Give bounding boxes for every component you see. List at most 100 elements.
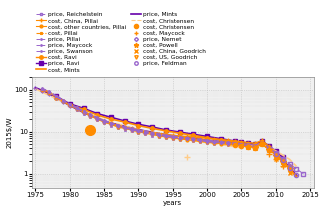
cost, Mints [198, 139, 202, 141]
price, Maycock [109, 122, 113, 124]
price, Pillai [88, 113, 92, 116]
price, Swanson [191, 139, 195, 141]
price, Swanson [82, 111, 85, 113]
cost, other countries, Pillai [40, 88, 44, 91]
cost, Christensen pts [246, 146, 250, 148]
price, Pillai [178, 136, 181, 138]
price, Mints [274, 152, 278, 155]
cost, Mints [226, 142, 230, 144]
Line: cost, Powell: cost, Powell [245, 142, 292, 172]
price, Swanson [102, 120, 106, 123]
cost, Ravi [68, 104, 72, 106]
cost, Pillai [253, 145, 257, 148]
price, Ravi [150, 126, 154, 128]
cost, Ravi [164, 129, 168, 132]
price, Nemet [157, 134, 161, 136]
price, Feldman [281, 159, 284, 162]
cost, China, Pillai [185, 135, 188, 138]
cost, Pillai [178, 137, 181, 139]
cost, US, Goodrich [274, 154, 278, 156]
price, Reichelstein [267, 148, 271, 151]
cost, other countries, Pillai [205, 141, 209, 144]
cost, Pillai [212, 140, 216, 143]
cost, China, Pillai [226, 139, 230, 141]
price, Pillai [191, 137, 195, 140]
cost, Ravi [219, 139, 223, 141]
cost, Christensen pts [281, 161, 284, 163]
Line: cost, China, Pillai: cost, China, Pillai [61, 99, 284, 162]
price, Maycock [116, 124, 120, 127]
price, Nemet [88, 115, 92, 117]
price, Nemet [137, 130, 140, 133]
Line: price, Pillai: price, Pillai [41, 87, 291, 166]
price, Nemet [191, 138, 195, 141]
X-axis label: years: years [163, 200, 182, 206]
cost, Pillai [95, 117, 99, 119]
price, Pillai [40, 87, 44, 90]
price, Reichelstein [281, 157, 284, 160]
price, Swanson [212, 141, 216, 144]
price, Ravi [54, 95, 58, 98]
price, Pillai [240, 142, 244, 145]
price, Swanson [130, 128, 133, 131]
cost, Powell [260, 143, 264, 146]
price, Mints [82, 111, 85, 114]
price, Pillai [267, 146, 271, 149]
cost, Mints [212, 140, 216, 143]
price, Nemet [150, 133, 154, 135]
price, Pillai [233, 142, 236, 144]
price, Maycock [95, 116, 99, 119]
price, Pillai [82, 110, 85, 112]
cost, Ravi [178, 132, 181, 135]
price, Mints [191, 137, 195, 140]
cost, China, Pillai [88, 114, 92, 116]
price, Mints [68, 104, 72, 106]
price, Swanson [75, 107, 79, 110]
price, Pillai [288, 163, 292, 166]
cost, Christensen line [34, 88, 37, 90]
price, Mints [226, 141, 230, 144]
Line: cost, US, Goodrich: cost, US, Goodrich [274, 153, 292, 170]
cost, China, Pillai [178, 135, 181, 137]
price, Mints [260, 142, 264, 144]
Legend: price, Reichelstein, cost, China, Pillai, cost, other countries, Pillai, cost, P: price, Reichelstein, cost, China, Pillai… [35, 12, 206, 73]
cost, other countries, Pillai [233, 144, 236, 146]
price, Maycock [143, 131, 147, 133]
cost, Pillai [47, 91, 51, 93]
cost, Mints [164, 134, 168, 137]
cost, Mints [267, 148, 271, 150]
cost, Mints [185, 137, 188, 140]
price, Swanson [157, 134, 161, 137]
cost, Pillai [198, 139, 202, 141]
cost, China, Pillai [198, 137, 202, 139]
price, Mints [205, 139, 209, 142]
Line: cost, Pillai: cost, Pillai [41, 87, 291, 168]
price, Nemet [82, 112, 85, 114]
cost, other countries, Pillai [95, 118, 99, 120]
cost, Ravi [253, 144, 257, 147]
cost, Pillai [191, 138, 195, 141]
cost, other countries, Pillai [130, 129, 133, 131]
price, Nemet [109, 123, 113, 125]
price, Swanson [205, 140, 209, 143]
price, Feldman [294, 173, 298, 176]
price, Maycock [137, 129, 140, 132]
price, Nemet [47, 93, 51, 96]
cost, Pillai [226, 142, 230, 145]
price, Mints [54, 96, 58, 99]
price, Maycock [130, 128, 133, 130]
price, Pillai [54, 94, 58, 97]
price, Nemet [123, 127, 127, 129]
cost, other countries, Pillai [157, 135, 161, 137]
cost, Maycock pts [274, 158, 278, 161]
cost, other countries, Pillai [75, 108, 79, 110]
price, Pillai [281, 158, 284, 161]
price, Nemet [75, 108, 79, 111]
cost, Mints [150, 131, 154, 134]
price, Nemet [164, 135, 168, 137]
cost, China, Pillai [205, 137, 209, 140]
cost, Ravi [274, 152, 278, 154]
cost, other countries, Pillai [226, 143, 230, 146]
price, Mints [171, 135, 175, 137]
price, Nemet [219, 141, 223, 144]
